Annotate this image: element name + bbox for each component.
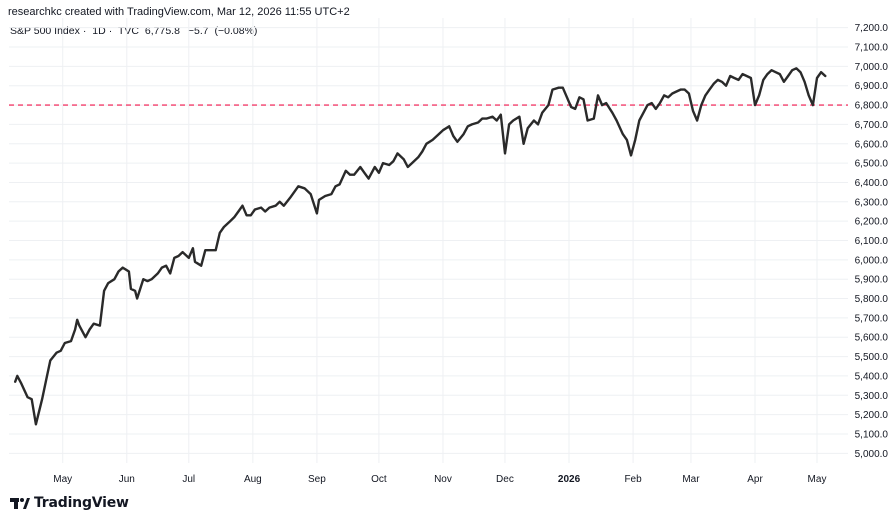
x-tick-label: Jun — [119, 474, 135, 485]
x-tick-label: Apr — [747, 474, 763, 485]
x-tick-label: Oct — [371, 474, 387, 485]
y-tick-label: 6,600.0 — [855, 139, 889, 150]
y-tick-label: 6,300.0 — [855, 197, 889, 208]
y-tick-label: 5,900.0 — [855, 275, 889, 286]
x-tick-label: May — [53, 474, 72, 485]
y-tick-label: 6,400.0 — [855, 178, 889, 189]
x-tick-label: Mar — [682, 474, 700, 485]
y-tick-label: 6,100.0 — [855, 236, 889, 247]
y-tick-label: 5,300.0 — [855, 391, 889, 402]
tradingview-wordmark: TradingView — [34, 495, 129, 511]
tradingview-logo-icon — [10, 498, 30, 509]
x-tick-label: Dec — [496, 474, 514, 485]
y-tick-label: 6,500.0 — [855, 159, 889, 170]
y-tick-label: 6,900.0 — [855, 81, 889, 92]
y-tick-label: 7,000.0 — [855, 62, 889, 73]
chart-credit: researchkc created with TradingView.com,… — [8, 6, 350, 18]
time-axis[interactable]: May Jun Jul Aug Sep Oct Nov Dec 2026 Feb Mar Apr May — [53, 474, 826, 485]
price-axis[interactable]: 5,000.0 5,100.0 5,200.0 5,300.0 5,400.0 5,500… — [855, 23, 889, 460]
y-tick-label: 5,800.0 — [855, 294, 889, 305]
y-tick-label: 5,400.0 — [855, 371, 889, 382]
x-tick-label: Nov — [434, 474, 452, 485]
x-tick-label: Feb — [624, 474, 642, 485]
y-tick-label: 5,200.0 — [855, 410, 889, 421]
y-tick-label: 5,600.0 — [855, 333, 889, 344]
y-tick-label: 5,500.0 — [855, 352, 889, 363]
tradingview-brand: TradingView — [10, 495, 129, 511]
x-tick-label: Aug — [244, 474, 262, 485]
y-tick-label: 5,000.0 — [855, 449, 889, 460]
price-series-line — [14, 67, 827, 426]
x-tick-label: May — [808, 474, 827, 485]
y-tick-label: 6,000.0 — [855, 255, 889, 266]
y-tick-label: 7,100.0 — [855, 43, 889, 54]
chart-grid — [9, 18, 848, 463]
y-tick-label: 6,200.0 — [855, 217, 889, 228]
y-tick-label: 6,800.0 — [855, 101, 889, 112]
y-tick-label: 5,100.0 — [855, 429, 889, 440]
x-tick-label: 2026 — [558, 474, 581, 485]
price-chart[interactable]: 5,000.0 5,100.0 5,200.0 5,300.0 5,400.0 5,500… — [0, 0, 895, 490]
x-tick-label: Jul — [182, 474, 195, 485]
y-tick-label: 6,700.0 — [855, 120, 889, 131]
y-tick-label: 5,700.0 — [855, 313, 889, 324]
x-tick-label: Sep — [308, 474, 326, 485]
y-tick-label: 7,200.0 — [855, 23, 889, 34]
